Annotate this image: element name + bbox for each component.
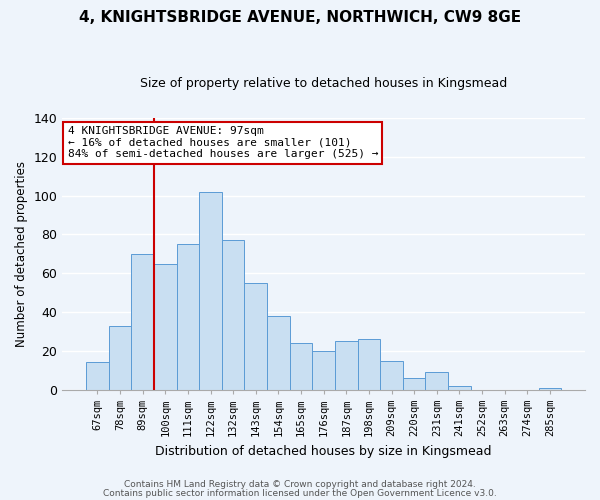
Bar	[222, 240, 244, 390]
Bar	[154, 264, 176, 390]
Bar	[448, 386, 471, 390]
Bar	[199, 192, 222, 390]
Bar	[539, 388, 561, 390]
Bar	[290, 343, 313, 390]
Bar	[425, 372, 448, 390]
Text: Contains HM Land Registry data © Crown copyright and database right 2024.: Contains HM Land Registry data © Crown c…	[124, 480, 476, 489]
Bar	[86, 362, 109, 390]
Bar	[313, 351, 335, 390]
Bar	[335, 341, 358, 390]
Bar	[358, 339, 380, 390]
Bar	[131, 254, 154, 390]
Text: 4, KNIGHTSBRIDGE AVENUE, NORTHWICH, CW9 8GE: 4, KNIGHTSBRIDGE AVENUE, NORTHWICH, CW9 …	[79, 10, 521, 25]
Bar	[403, 378, 425, 390]
Bar	[380, 360, 403, 390]
Bar	[267, 316, 290, 390]
X-axis label: Distribution of detached houses by size in Kingsmead: Distribution of detached houses by size …	[155, 444, 492, 458]
Title: Size of property relative to detached houses in Kingsmead: Size of property relative to detached ho…	[140, 78, 507, 90]
Bar	[109, 326, 131, 390]
Text: 4 KNIGHTSBRIDGE AVENUE: 97sqm
← 16% of detached houses are smaller (101)
84% of : 4 KNIGHTSBRIDGE AVENUE: 97sqm ← 16% of d…	[68, 126, 378, 160]
Bar	[244, 283, 267, 390]
Y-axis label: Number of detached properties: Number of detached properties	[15, 161, 28, 347]
Bar	[176, 244, 199, 390]
Text: Contains public sector information licensed under the Open Government Licence v3: Contains public sector information licen…	[103, 488, 497, 498]
